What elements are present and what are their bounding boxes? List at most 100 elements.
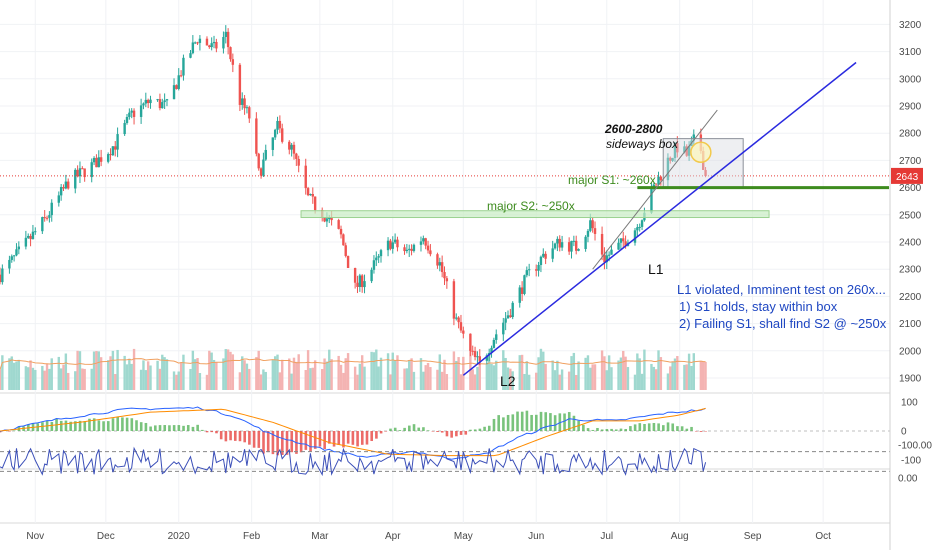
volume-bar (518, 355, 521, 390)
macd-histogram-bar (431, 431, 435, 432)
macd-histogram-bar (389, 428, 392, 431)
macd-histogram-bar (610, 428, 613, 431)
volume-bar (276, 354, 279, 390)
macd-histogram-bar (539, 411, 543, 431)
candle (191, 42, 195, 54)
volume-bar (76, 350, 79, 390)
macd-histogram-bar (445, 431, 449, 437)
macd-histogram-bar (332, 431, 336, 447)
candle (29, 235, 32, 240)
x-tick-label: Mar (311, 531, 329, 542)
candle (539, 256, 543, 265)
candle (156, 99, 159, 101)
macd-histogram-bar (196, 424, 199, 431)
candle (62, 187, 65, 189)
volume-bar (342, 372, 345, 390)
macd-histogram-bar (168, 425, 171, 431)
candle (342, 234, 345, 246)
candle (551, 248, 554, 259)
volume-bar (584, 357, 587, 390)
volume-bar (419, 358, 423, 390)
x-tick-label: Oct (815, 531, 831, 542)
volume-bar (487, 352, 491, 390)
candle (584, 236, 587, 250)
candle (208, 45, 211, 48)
candle (459, 322, 463, 331)
candle (511, 302, 514, 318)
candle (231, 59, 235, 65)
candle (570, 240, 573, 252)
volume-bar (29, 360, 32, 390)
volume-bar (438, 354, 441, 390)
volume-bar (452, 351, 456, 390)
candle (45, 217, 49, 219)
volume-bar (636, 353, 639, 390)
candle (462, 330, 465, 334)
candle (92, 157, 96, 163)
candle (391, 242, 394, 249)
candle (292, 144, 296, 154)
annotation-s2: major S2: ~250x (487, 199, 575, 213)
volume-bar (692, 353, 695, 390)
macd-histogram-bar (111, 418, 115, 431)
candle (328, 218, 331, 220)
volume-bar (683, 364, 686, 390)
highlight-circle (690, 141, 712, 163)
macd-histogram-bar (586, 428, 590, 431)
candle (12, 255, 16, 257)
candle (81, 168, 84, 170)
macd-histogram-bar (379, 431, 383, 434)
macd-histogram-bar (647, 423, 651, 431)
candle (426, 245, 430, 251)
candle (0, 274, 2, 283)
candle (577, 249, 580, 251)
candle (278, 120, 282, 129)
volume-bar (114, 374, 117, 390)
candle (575, 240, 578, 251)
volume-bar (311, 367, 314, 390)
macd-histogram-bar (83, 421, 87, 431)
volume-bar (59, 368, 63, 390)
candle (15, 249, 18, 256)
candle (527, 269, 531, 271)
volume-bar (109, 356, 112, 390)
candle (523, 275, 526, 294)
macd-histogram-bar (266, 431, 270, 453)
volume-bar (575, 374, 578, 390)
volume-bar (10, 356, 13, 390)
volume-bar (231, 354, 235, 390)
candle (311, 194, 314, 197)
volume-bar (146, 361, 150, 390)
volume-bar (90, 368, 93, 390)
candle (116, 134, 119, 150)
macd-histogram-bar (88, 418, 91, 431)
volume-bar (337, 355, 340, 390)
macd-histogram-bar (163, 425, 167, 431)
macd-histogram-bar (469, 429, 472, 431)
macd-histogram-bar (638, 423, 642, 431)
candle (309, 194, 312, 196)
volume-bar (172, 371, 176, 390)
volume-bar (306, 350, 310, 390)
candle (8, 259, 11, 269)
candle (1, 268, 4, 283)
macd-histogram-bar (690, 426, 693, 431)
macd-histogram-bar (403, 427, 406, 431)
volume-bar (490, 363, 493, 390)
macd-tick-label: 100 (901, 398, 918, 409)
candle (589, 220, 592, 231)
volume-bar (429, 367, 432, 390)
candle (158, 99, 162, 109)
macd-histogram-bar (139, 422, 143, 431)
macd-histogram-bar (360, 431, 364, 445)
volume-bar (226, 349, 230, 390)
volume-bar (281, 359, 284, 390)
macd-histogram-bar (384, 431, 388, 432)
macd-histogram-bar (64, 420, 68, 431)
volume-bar (363, 366, 366, 390)
volume-bar (593, 364, 597, 390)
macd-histogram-bar (624, 428, 627, 431)
candle (109, 154, 112, 156)
candle (128, 112, 131, 117)
